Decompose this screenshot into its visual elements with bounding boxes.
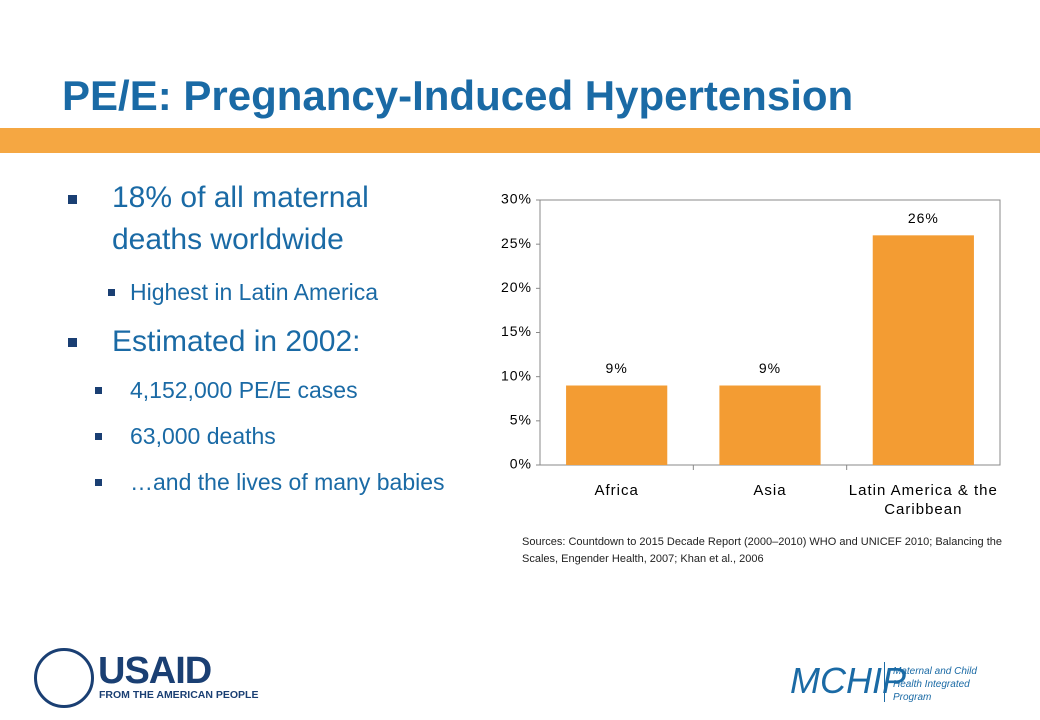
bar (566, 385, 668, 465)
bullet (68, 338, 77, 347)
data-label: 26% (908, 210, 939, 226)
usaid-seal (34, 648, 94, 708)
x-tick-label: Latin America & the Caribbean (848, 482, 998, 518)
logo-divider (884, 662, 885, 702)
y-tick-label: 10% (501, 367, 532, 383)
bullet (68, 195, 77, 204)
sources: Sources: Countdown to 2015 Decade Report… (522, 536, 1003, 565)
sub-bullet-text: Highest in Latin America (130, 279, 379, 305)
y-tick-label: 0% (510, 456, 532, 472)
bar (719, 385, 821, 465)
header-band (0, 128, 1040, 153)
y-tick-label: 20% (501, 279, 532, 295)
bullet (95, 479, 102, 486)
bullet (108, 289, 115, 296)
sub-bullet-text: …and the lives of many babies (130, 469, 445, 495)
mchip-logo: MCHIP (790, 660, 906, 701)
bullet-text: Estimated in 2002: (112, 325, 361, 358)
y-tick-label: 15% (501, 323, 532, 339)
sub-bullet-text: 63,000 deaths (130, 423, 276, 449)
mchip-tagline: Maternal and Child Health Integrated Pro… (893, 666, 977, 703)
x-tick-label: Asia (753, 482, 787, 499)
y-tick-label: 25% (501, 235, 532, 251)
usaid-tagline: FROM THE AMERICAN PEOPLE (99, 689, 259, 701)
y-tick-label: 30% (501, 191, 532, 207)
usaid-word: USAID (98, 650, 212, 692)
y-tick-label: 5% (510, 412, 532, 428)
usaid-logo: USAID (98, 650, 212, 693)
bullet (95, 433, 102, 440)
slide-title: PE/E: Pregnancy-Induced Hypertension (62, 72, 854, 119)
x-tick-label: Africa (594, 482, 639, 499)
bullet (95, 387, 102, 394)
bar (872, 235, 974, 465)
sub-bullet-text: 4,152,000 PE/E cases (130, 377, 358, 403)
data-label: 9% (606, 360, 628, 376)
data-label: 9% (759, 360, 781, 376)
bullet-text: 18% of all maternal deaths worldwide (112, 181, 369, 256)
